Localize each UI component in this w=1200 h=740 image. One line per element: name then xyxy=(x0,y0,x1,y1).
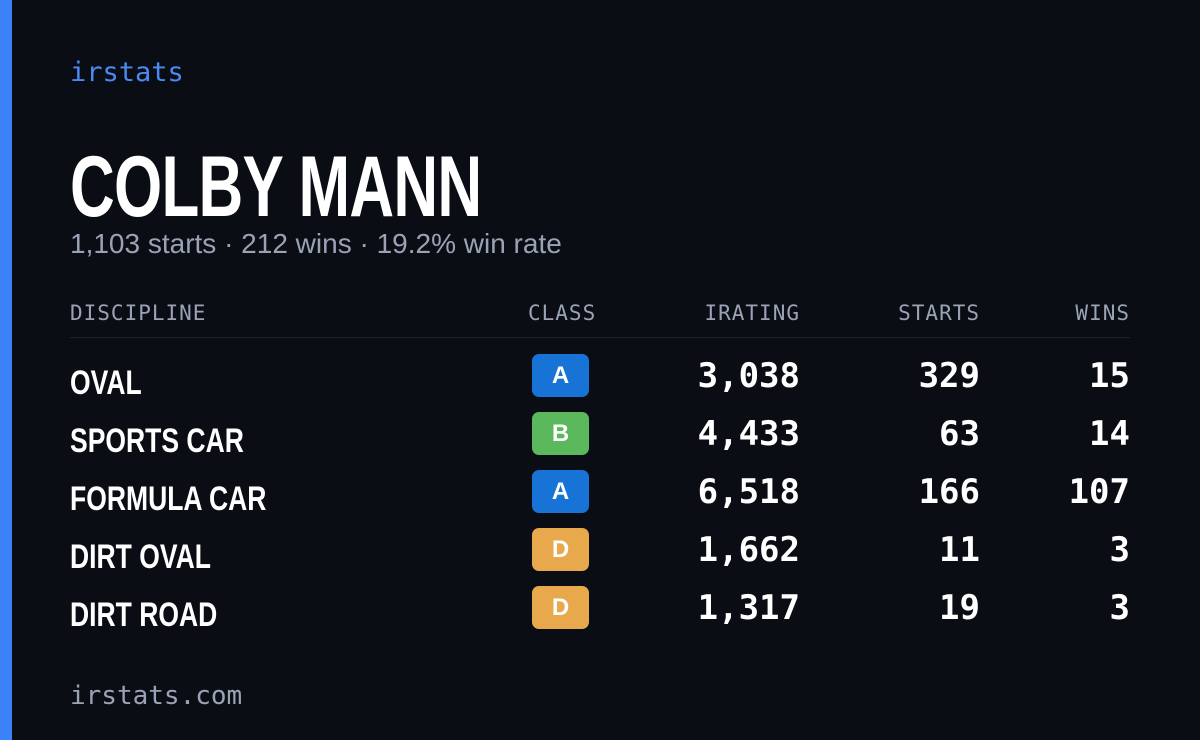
discipline: SPORTS CAR xyxy=(70,422,244,460)
irating: 4,433 xyxy=(697,414,800,454)
wins: 3 xyxy=(1109,588,1130,628)
irating: 3,038 xyxy=(697,356,800,396)
class-badge: D xyxy=(532,528,589,571)
irating: 1,662 xyxy=(697,530,800,570)
wins: 107 xyxy=(1068,472,1130,512)
wins: 3 xyxy=(1109,530,1130,570)
starts: 329 xyxy=(918,356,980,396)
column-header: STARTS xyxy=(898,301,980,325)
class-badge: B xyxy=(532,412,589,455)
column-header: IRATING xyxy=(704,301,800,325)
summary: 1,103 starts · 212 wins · 19.2% win rate xyxy=(70,228,562,259)
header-rule xyxy=(70,337,1130,338)
accent-stripe xyxy=(0,0,12,740)
column-header: DISCIPLINE xyxy=(70,301,207,325)
irating: 6,518 xyxy=(697,472,800,512)
discipline: OVAL xyxy=(70,364,142,402)
starts: 19 xyxy=(939,588,980,628)
starts: 63 xyxy=(939,414,980,454)
column-header: CLASS xyxy=(528,301,597,325)
starts: 166 xyxy=(918,472,980,512)
wins: 15 xyxy=(1089,356,1130,396)
brand: irstats xyxy=(70,57,184,88)
class-badge: A xyxy=(532,354,589,397)
irating: 1,317 xyxy=(697,588,800,628)
player-name: COLBY MANN xyxy=(70,139,482,235)
class-badge: D xyxy=(532,586,589,629)
column-header: WINS xyxy=(1075,301,1130,325)
discipline: DIRT ROAD xyxy=(70,596,218,634)
discipline: FORMULA CAR xyxy=(70,480,267,518)
class-badge: A xyxy=(532,470,589,513)
footer-url: irstats.com xyxy=(70,681,243,711)
starts: 11 xyxy=(939,530,980,570)
wins: 14 xyxy=(1089,414,1130,454)
discipline: DIRT OVAL xyxy=(70,538,211,576)
